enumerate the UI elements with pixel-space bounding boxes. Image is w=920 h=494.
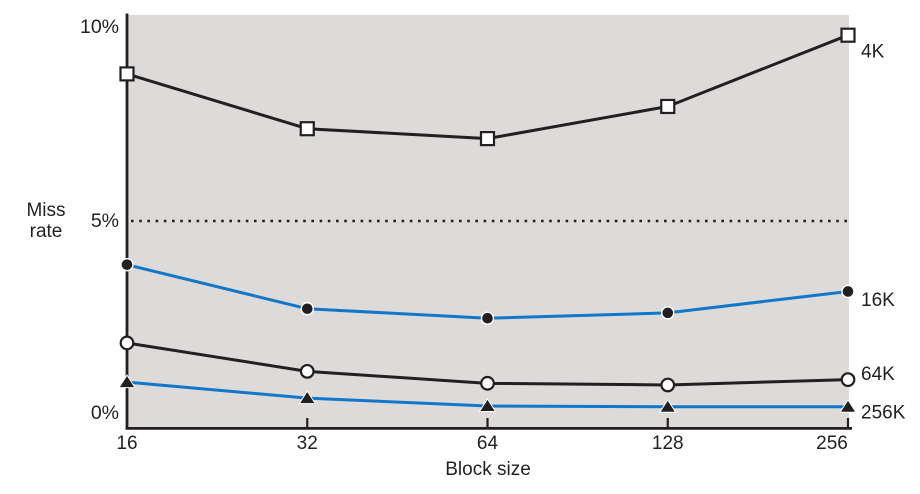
marker-16k-256 bbox=[841, 284, 855, 299]
marker-4k-128 bbox=[660, 98, 676, 115]
marker-64k-16 bbox=[119, 335, 135, 351]
marker-256k-32 bbox=[298, 390, 317, 405]
series-label-64k: 64K bbox=[861, 364, 895, 385]
x-tick-label-16: 16 bbox=[116, 433, 137, 454]
y-tick-label-0: 0% bbox=[91, 402, 119, 424]
series-label-256k: 256K bbox=[861, 402, 906, 423]
marker-4k-32 bbox=[299, 121, 315, 137]
marker-16k-32 bbox=[300, 302, 314, 316]
y-tick-label-5: 5% bbox=[91, 210, 119, 232]
marker-64k-128 bbox=[660, 377, 676, 393]
y-axis-title: Miss rate bbox=[26, 200, 66, 242]
marker-64k-256 bbox=[840, 372, 856, 388]
series-label-4k: 4K bbox=[861, 42, 885, 63]
marker-4k-64 bbox=[479, 131, 496, 147]
x-tick-label-32: 32 bbox=[297, 433, 318, 454]
marker-256k-256 bbox=[839, 398, 857, 413]
series-label-16k: 16K bbox=[861, 290, 895, 311]
marker-4k-256 bbox=[840, 27, 856, 43]
x-axis-title: Block size bbox=[445, 459, 531, 480]
y-tick-label-10: 10% bbox=[80, 16, 119, 38]
marker-64k-32 bbox=[299, 363, 315, 379]
marker-256k-128 bbox=[658, 398, 677, 413]
marker-64k-64 bbox=[480, 375, 495, 391]
x-tick-label-256: 256 bbox=[816, 433, 848, 454]
x-tick-label-128: 128 bbox=[652, 433, 684, 454]
marker-256k-64 bbox=[478, 398, 497, 412]
marker-256k-16 bbox=[118, 374, 136, 389]
marker-16k-64 bbox=[480, 311, 495, 325]
marker-4k-16 bbox=[119, 66, 135, 82]
marker-16k-128 bbox=[661, 306, 675, 320]
x-tick-label-64: 64 bbox=[477, 433, 499, 454]
marker-16k-16 bbox=[120, 257, 134, 272]
